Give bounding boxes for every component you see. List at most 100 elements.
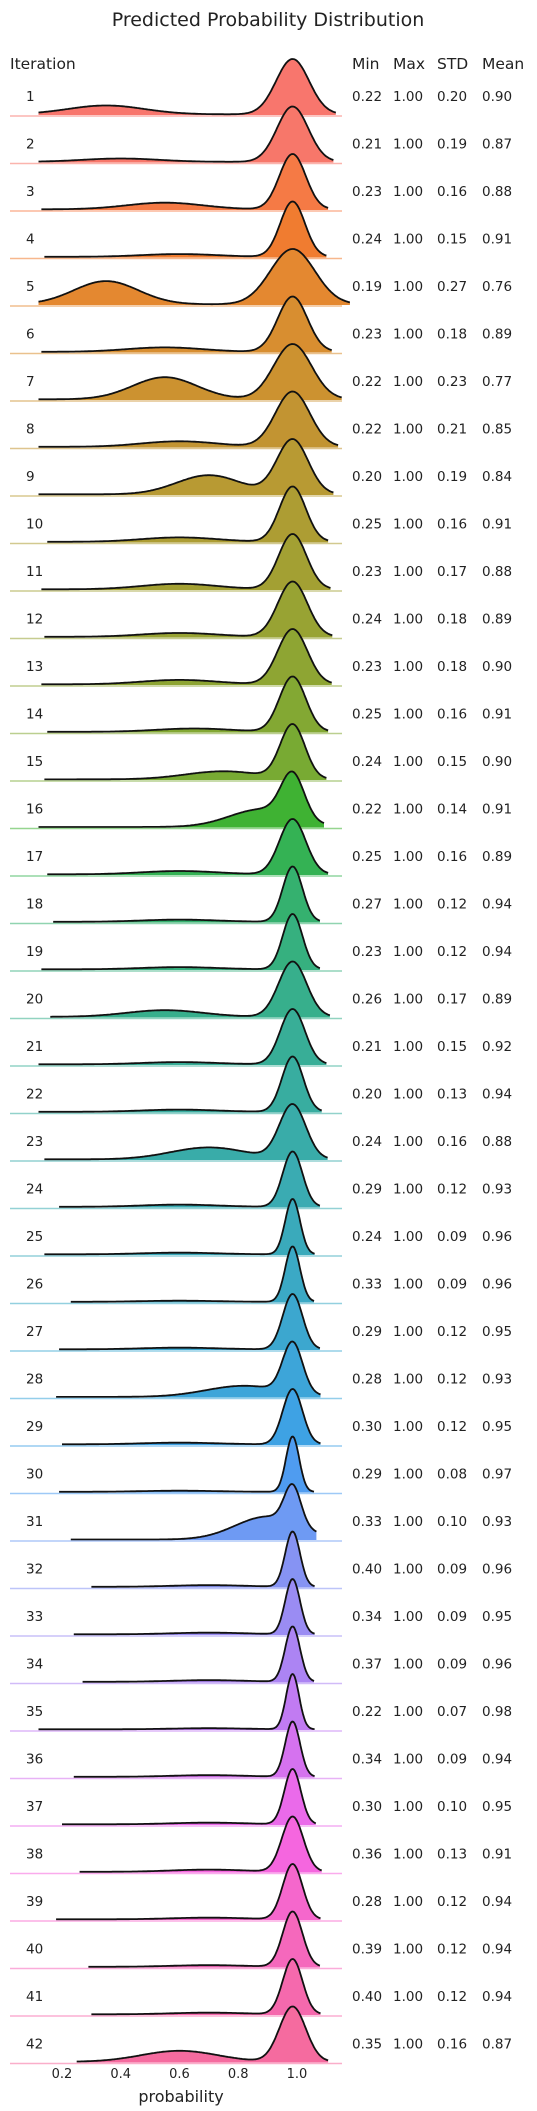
max-value: 1.00 (393, 1847, 423, 1863)
min-value: 0.25 (352, 517, 382, 533)
density-area (47, 819, 329, 875)
density-outline (38, 58, 337, 116)
std-value: 0.12 (437, 1894, 467, 1910)
min-value: 0.23 (352, 327, 382, 343)
min-value: 0.23 (352, 184, 382, 200)
std-value: 0.17 (437, 992, 467, 1008)
std-value: 0.12 (437, 944, 467, 960)
max-value: 1.00 (393, 992, 423, 1008)
density-outline (59, 1435, 315, 1493)
min-value: 0.23 (352, 659, 382, 675)
std-value: 0.09 (437, 1562, 467, 1578)
iteration-label: 7 (26, 374, 35, 390)
density-outline (41, 533, 331, 591)
density-area (44, 1104, 328, 1160)
iteration-label: 14 (26, 707, 43, 723)
x-tick-label: 1.0 (287, 2067, 308, 2082)
mean-value: 0.94 (482, 1894, 512, 1910)
max-value: 1.00 (393, 469, 423, 485)
density-outline (41, 913, 321, 971)
mean-value: 0.94 (482, 1989, 512, 2005)
mean-value: 0.98 (482, 1704, 512, 1720)
density-area (50, 961, 330, 1018)
min-value: 0.25 (352, 707, 382, 723)
density-outline (44, 1198, 315, 1256)
iteration-label: 27 (26, 1324, 43, 1340)
density-outline (44, 723, 327, 781)
density-outline (91, 1958, 321, 2016)
density-area (47, 486, 329, 543)
std-value: 0.12 (437, 897, 467, 913)
ridge-row: 1 0.22 1.00 0.20 0.90 (10, 58, 512, 117)
std-value: 0.18 (437, 659, 467, 675)
std-value: 0.12 (437, 1989, 467, 2005)
min-value: 0.36 (352, 1847, 382, 1863)
std-value: 0.16 (437, 184, 467, 200)
mean-value: 0.94 (482, 1942, 512, 1958)
density-outline (82, 1625, 315, 1683)
std-value: 0.17 (437, 564, 467, 580)
max-value: 1.00 (393, 1182, 423, 1198)
density-outline (62, 1388, 321, 1446)
min-value: 0.28 (352, 1894, 382, 1910)
mean-value: 0.91 (482, 232, 512, 248)
min-value: 0.39 (352, 1942, 382, 1958)
std-value: 0.12 (437, 1324, 467, 1340)
std-value: 0.12 (437, 1182, 467, 1198)
std-value: 0.27 (437, 279, 467, 295)
min-value: 0.29 (352, 1467, 382, 1483)
max-value: 1.00 (393, 1562, 423, 1578)
x-axis-label: probability (138, 2087, 223, 2106)
ridge-row: 3 0.23 1.00 0.16 0.88 (10, 153, 512, 212)
density-area (41, 296, 332, 353)
max-value: 1.00 (393, 564, 423, 580)
density-area (38, 771, 324, 828)
density-outline (38, 248, 351, 306)
density-area (38, 1674, 315, 1730)
mean-value: 0.95 (482, 1324, 512, 1340)
std-value: 0.14 (437, 802, 467, 818)
ridge-row: 4 0.24 1.00 0.15 0.91 (10, 200, 512, 260)
max-value: 1.00 (393, 707, 423, 723)
iteration-label: 9 (26, 469, 35, 485)
mean-value: 0.92 (482, 1039, 512, 1055)
std-value: 0.07 (437, 1704, 467, 1720)
std-value: 0.16 (437, 2037, 467, 2053)
min-value: 0.29 (352, 1182, 382, 1198)
density-outline (62, 1768, 317, 1826)
density-outline (38, 343, 342, 401)
iteration-label: 40 (26, 1942, 43, 1958)
iteration-label: 23 (26, 1134, 43, 1150)
min-value: 0.22 (352, 802, 382, 818)
iteration-label: 16 (26, 802, 43, 818)
min-value: 0.30 (352, 1799, 382, 1815)
max-value: 1.00 (393, 1704, 423, 1720)
mean-value: 0.89 (482, 849, 512, 865)
min-value: 0.23 (352, 564, 382, 580)
density-outline (91, 1530, 315, 1588)
max-value: 1.00 (393, 89, 423, 105)
min-value: 0.30 (352, 1419, 382, 1435)
max-value: 1.00 (393, 1134, 423, 1150)
ridge-row: 42 0.35 1.00 0.16 0.87 (10, 2005, 512, 2065)
density-outline (44, 1103, 328, 1161)
mean-value: 0.91 (482, 802, 512, 818)
std-value: 0.16 (437, 1134, 467, 1150)
min-value: 0.33 (352, 1277, 382, 1293)
iteration-label: 5 (26, 279, 35, 295)
ridge-row: 11 0.23 1.00 0.17 0.88 (10, 533, 512, 592)
mean-value: 0.76 (482, 279, 512, 295)
density-outline (41, 295, 332, 353)
max-value: 1.00 (393, 1894, 423, 1910)
mean-value: 0.90 (482, 754, 512, 770)
density-area (41, 154, 329, 210)
std-value: 0.13 (437, 1847, 467, 1863)
max-value: 1.00 (393, 1087, 423, 1103)
max-value: 1.00 (393, 1039, 423, 1055)
min-value: 0.22 (352, 374, 382, 390)
iteration-label: 11 (26, 564, 43, 580)
density-outline (73, 1578, 315, 1636)
density-outline (38, 105, 334, 163)
ridge-row: 33 0.34 1.00 0.09 0.95 (10, 1578, 512, 1637)
iteration-label: 17 (26, 849, 43, 865)
